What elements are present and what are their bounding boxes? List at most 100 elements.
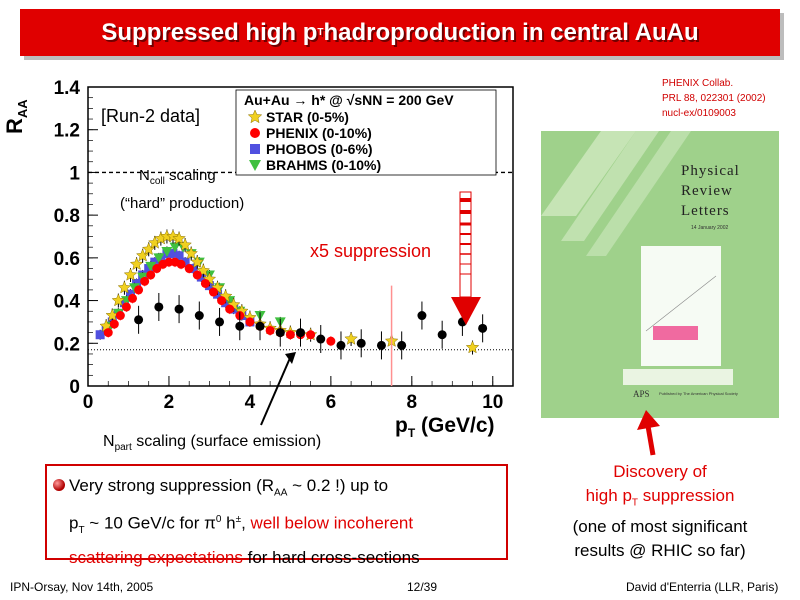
y-tick-label: 0.4	[54, 292, 81, 313]
footer-left: IPN-Orsay, Nov 14th, 2005	[10, 580, 154, 594]
discovery-text: Discovery of high pT suppression (one of…	[540, 460, 780, 563]
legend-box	[235, 89, 497, 176]
phobos-point	[168, 249, 178, 259]
title-subscript: T	[317, 27, 324, 38]
phenix-charged-point	[194, 311, 204, 321]
ncoll-n: N	[139, 167, 150, 184]
legend-marker-3	[249, 160, 261, 171]
star-point	[117, 280, 132, 294]
run2-label: [Run-2 data]	[101, 106, 201, 126]
y-tick-label: 0.6	[54, 249, 80, 270]
x-tick-label: 4	[245, 392, 256, 413]
phenix-charged-point	[417, 311, 427, 321]
phobos-point	[180, 257, 190, 267]
brahms-point	[153, 253, 165, 264]
cover-title-3: Letters	[681, 203, 730, 219]
phobos-point	[95, 330, 105, 340]
phenix-pi0-point	[265, 325, 275, 335]
phobos-point	[196, 272, 206, 282]
discovery-l2-post: suppression	[638, 486, 735, 505]
y-tick-label: 1.2	[54, 121, 80, 142]
phenix-pi0-point	[146, 270, 156, 280]
phenix-charged-point	[174, 304, 184, 314]
reference-line-1: PHENIX Collab.	[662, 78, 734, 89]
bullet-icon	[53, 479, 65, 491]
footer-right: David d'Enterria (LLR, Paris)	[626, 580, 779, 594]
bullet-d-sup: 0	[215, 514, 222, 526]
phenix-pi0-point	[285, 330, 295, 340]
star-point	[190, 254, 205, 268]
footer-page-number: 12/39	[407, 580, 438, 594]
y-tick-label: 0.8	[54, 206, 80, 227]
discovery-line-2: high pT suppression	[540, 484, 780, 515]
star-point	[141, 242, 156, 256]
legend-marker-0	[247, 109, 263, 124]
phenix-pi0-point	[134, 285, 144, 295]
star-point	[465, 340, 480, 354]
reference-citation: PHENIX Collab. PRL 88, 022301 (2002) nuc…	[662, 76, 766, 121]
bullet-e-sup: ±	[235, 514, 242, 526]
npart-sub: part	[114, 442, 132, 454]
phenix-pi0-point	[115, 311, 125, 321]
phenix-charged-point	[154, 302, 164, 312]
phenix-charged-point	[296, 328, 305, 338]
phenix-charged-point	[134, 315, 144, 325]
star-point	[172, 231, 186, 245]
suppression-label: x5 suppression	[310, 241, 432, 261]
star-point	[123, 267, 138, 281]
discovery-l2-pre: high p	[585, 486, 632, 505]
phenix-pi0-point	[200, 278, 210, 288]
bullet-text: Very strong suppression (RAA ~ 0.2 !) up…	[69, 472, 499, 571]
phenix-charged-point	[356, 338, 366, 348]
raa-chart: 0 0.2 0.4 0.6 0.8 1 1.2 1.4 0 2 4 6 8 10 Au+Au → h* @…	[2, 80, 514, 440]
bullet-a-sub: AA	[274, 487, 288, 499]
phenix-pi0-point	[184, 264, 194, 274]
title-main: Suppressed high p	[101, 18, 318, 46]
bullet-g-red: well below incoherent	[250, 514, 414, 534]
bullet-c: p	[69, 514, 79, 534]
phenix-charged-point	[316, 334, 326, 344]
phobos-point	[119, 298, 129, 308]
phenix-pi0-point	[208, 287, 218, 297]
brahms-point	[161, 246, 173, 257]
phenix-pi0-point	[217, 296, 227, 306]
ncoll-label: Ncoll scaling	[139, 167, 216, 187]
phenix-charged-point	[255, 321, 265, 331]
y-tick-label: 1	[69, 163, 80, 184]
phenix-charged-point	[215, 317, 225, 327]
phenix-charged-point	[336, 340, 346, 350]
brahms-point	[169, 242, 181, 253]
phenix-pi0-point	[128, 293, 138, 303]
cover-logo: APS	[633, 389, 650, 399]
journal-cover-image: Physical Review Letters 14 January 2002 …	[541, 131, 779, 418]
phenix-charged-point	[437, 330, 447, 340]
legend-entry-1: PHENIX (0-10%)	[266, 125, 372, 141]
x-tick-label: 0	[83, 392, 94, 413]
cover-title-1: Physical	[681, 163, 740, 179]
legend-entry-3: BRAHMS (0-10%)	[266, 157, 381, 173]
legend-entry-2: PHOBOS (0-6%)	[266, 141, 373, 157]
x-tick-label: 10	[482, 392, 503, 413]
x-tick-label: 6	[326, 392, 337, 413]
bullet-c-sub: T	[78, 525, 85, 537]
phenix-pi0-point	[121, 302, 131, 312]
phobos-point	[144, 264, 154, 274]
y-tick-label: 0	[69, 377, 80, 398]
reference-line-3: nucl-ex/0109003	[662, 108, 736, 119]
legend-header: Au+Au → h* @ √sNN = 200 GeV	[244, 92, 454, 108]
cover-title-2: Review	[681, 183, 733, 199]
star-point	[344, 331, 358, 345]
ncoll-post: scaling	[164, 167, 216, 184]
phenix-charged-point	[235, 321, 245, 331]
discovery-line-3: (one of most significant	[572, 517, 748, 537]
y-tick-label: 0.2	[54, 334, 80, 355]
phenix-pi0-point	[109, 319, 119, 329]
bullet-e: h	[221, 514, 236, 534]
npart-n: N	[103, 433, 115, 450]
npart-label: Npart scaling (surface emission)	[103, 433, 321, 453]
phenix-pi0-point	[192, 270, 202, 280]
phenix-pi0-point	[225, 304, 235, 314]
phobos-point	[126, 289, 135, 299]
